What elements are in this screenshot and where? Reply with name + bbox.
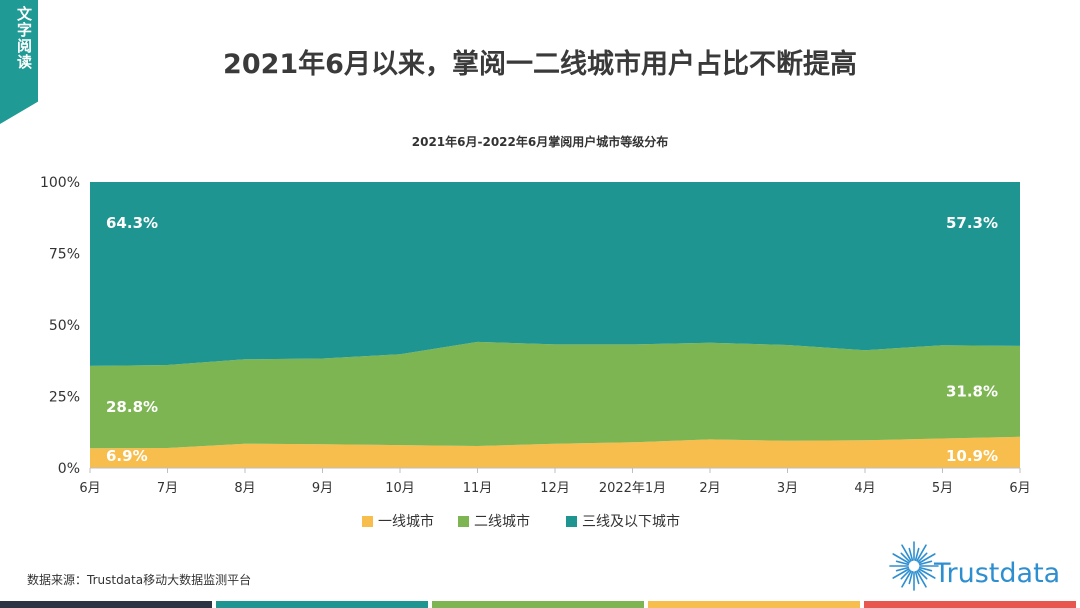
sunburst-ray <box>916 570 927 588</box>
x-tick-label: 8月 <box>234 481 255 496</box>
x-tick-label: 2月 <box>699 481 720 496</box>
y-tick-label: 25% <box>49 390 80 406</box>
x-tick-label: 10月 <box>385 481 415 496</box>
data-label: 64.3% <box>106 214 158 232</box>
data-label: 57.3% <box>946 214 998 232</box>
y-tick-label: 0% <box>58 461 80 477</box>
sunburst-ray <box>908 547 914 562</box>
data-label: 31.8% <box>946 382 998 400</box>
x-axis: 6月 7月 8月 9月 10月 11月 12月 2022年1月 2月 3月 4月 5月 6月 <box>79 467 1031 496</box>
x-tick-label: 2022年1月 <box>599 481 666 496</box>
legend-swatch <box>362 516 373 527</box>
page-title: 2021年6月以来，掌阅一二线城市用户占比不断提高 <box>223 49 857 80</box>
logo-text: Trustdata <box>933 558 1060 589</box>
x-tick-label: 6月 <box>1009 481 1030 496</box>
x-tick-label: 12月 <box>540 481 570 496</box>
legend-label: 一线城市 <box>378 513 434 530</box>
data-labels: 64.3% 28.8% 6.9% 57.3% 31.8% 10.9% <box>106 214 998 465</box>
sunburst-ray <box>895 566 910 572</box>
data-label: 28.8% <box>106 398 158 416</box>
legend-swatch <box>566 516 577 527</box>
bottom-bar-segment <box>0 601 212 608</box>
data-label: 10.9% <box>946 447 998 465</box>
sunburst-ray <box>892 553 910 564</box>
sunburst-ray <box>918 560 933 566</box>
sunburst-ray <box>908 570 914 585</box>
corner-tab: 文字阅读 <box>0 0 38 124</box>
x-tick-label: 6月 <box>79 481 100 496</box>
x-tick-label: 3月 <box>777 481 798 496</box>
sunburst-ray <box>900 569 911 580</box>
sunburst-ray <box>900 552 911 563</box>
sunburst-ray <box>917 569 928 580</box>
bottom-bar-segment <box>432 601 644 608</box>
corner-tab-label: 文字阅读 <box>15 6 33 70</box>
sunburst-icon <box>889 541 939 591</box>
stacked-area-chart: 2021年6月-2022年6月掌阅用户城市等级分布 0% 25% 50% 75% 100… <box>40 134 1031 530</box>
bottom-color-bar <box>0 601 1080 608</box>
sunburst-ray <box>918 568 936 579</box>
sunburst-ray <box>914 570 920 585</box>
legend: 一线城市 二线城市 三线及以下城市 <box>362 513 680 530</box>
trustdata-logo: Trustdata <box>889 541 1060 591</box>
area-series-1 <box>90 341 1020 449</box>
y-axis: 0% 25% 50% 75% 100% <box>40 175 80 477</box>
sunburst-ray <box>918 553 936 564</box>
x-tick-label: 4月 <box>854 481 875 496</box>
data-source-note: 数据来源：Trustdata移动大数据监测平台 <box>27 573 252 587</box>
sunburst-ray <box>892 568 910 579</box>
data-label: 6.9% <box>106 447 148 465</box>
y-tick-label: 50% <box>49 318 80 334</box>
sunburst-ray <box>895 560 910 566</box>
sunburst-ray <box>917 552 928 563</box>
sunburst-ray <box>901 544 912 562</box>
legend-label: 二线城市 <box>474 513 530 530</box>
y-tick-label: 100% <box>40 175 80 191</box>
area-series-2 <box>90 182 1020 366</box>
series-areas <box>90 182 1020 468</box>
sunburst-ray <box>916 544 927 562</box>
x-tick-label: 9月 <box>312 481 333 496</box>
sunburst-ray <box>901 570 912 588</box>
sunburst-ray <box>918 566 933 572</box>
bottom-bar-segment <box>648 601 860 608</box>
legend-label: 三线及以下城市 <box>582 513 680 530</box>
bottom-bar-segment <box>216 601 428 608</box>
legend-swatch <box>458 516 469 527</box>
sunburst-ray <box>914 547 920 562</box>
x-tick-label: 11月 <box>463 481 493 496</box>
x-tick-label: 7月 <box>157 481 178 496</box>
x-tick-label: 5月 <box>932 481 953 496</box>
bottom-bar-segment <box>864 601 1076 608</box>
area-series-0 <box>90 436 1020 468</box>
chart-title: 2021年6月-2022年6月掌阅用户城市等级分布 <box>412 134 668 149</box>
y-tick-label: 75% <box>49 247 80 263</box>
